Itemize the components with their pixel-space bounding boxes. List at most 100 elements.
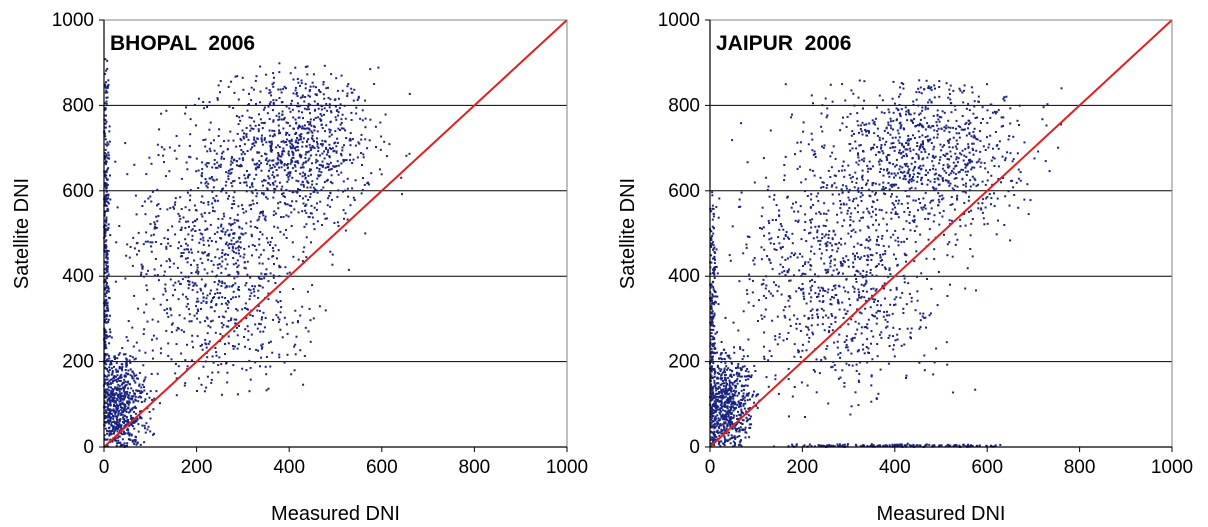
bhopal-point <box>247 330 250 333</box>
bhopal-point <box>104 402 107 405</box>
bhopal-point <box>227 301 230 304</box>
bhopal-point <box>328 143 331 146</box>
bhopal-point <box>272 196 275 199</box>
bhopal-point <box>163 161 165 164</box>
bhopal-point <box>106 59 109 62</box>
jaipur-point <box>763 315 766 318</box>
bhopal-point <box>104 359 107 362</box>
jaipur-point <box>967 127 969 130</box>
bhopal-point <box>202 296 205 299</box>
bhopal-point <box>245 190 248 193</box>
bhopal-point <box>278 181 281 184</box>
bhopal-point <box>105 224 108 227</box>
jaipur-point <box>970 209 973 212</box>
bhopal-point <box>234 296 237 299</box>
jaipur-point <box>851 180 854 183</box>
bhopal-point <box>301 210 304 213</box>
bhopal-point <box>237 264 240 267</box>
bhopal-point <box>122 353 125 356</box>
bhopal-point <box>305 236 308 239</box>
bhopal-point <box>216 97 219 100</box>
bhopal-point <box>178 215 181 217</box>
jaipur-point <box>916 145 919 147</box>
bhopal-point <box>202 252 205 255</box>
jaipur-point <box>933 181 936 184</box>
bhopal-point <box>312 73 315 76</box>
bhopal-point <box>255 248 258 251</box>
bhopal-point <box>335 150 338 153</box>
bhopal-point <box>135 213 138 216</box>
jaipur-point <box>833 258 836 261</box>
bhopal-y-tick-label: 800 <box>62 95 94 116</box>
bhopal-point <box>144 427 146 430</box>
bhopal-point <box>170 314 173 317</box>
bhopal-point <box>135 443 138 446</box>
bhopal-point <box>218 164 220 167</box>
bhopal-point <box>322 81 325 83</box>
jaipur-point <box>859 124 862 127</box>
jaipur-point <box>869 238 872 241</box>
bhopal-point <box>279 132 282 135</box>
bhopal-point <box>370 172 373 175</box>
bhopal-point <box>167 315 170 318</box>
jaipur-point <box>1009 107 1012 110</box>
bhopal-point <box>248 348 251 350</box>
bhopal-point <box>272 159 275 162</box>
bhopal-point <box>194 124 197 127</box>
bhopal-point <box>208 244 210 247</box>
bhopal-point <box>129 246 132 248</box>
bhopal-point <box>375 146 377 148</box>
bhopal-point <box>256 166 259 169</box>
jaipur-point <box>1007 190 1010 193</box>
jaipur-point <box>850 230 853 232</box>
bhopal-point <box>195 305 198 308</box>
jaipur-point <box>882 152 885 155</box>
jaipur-point <box>825 348 828 350</box>
jaipur-point <box>845 125 848 128</box>
bhopal-point <box>144 351 147 354</box>
jaipur-point <box>817 292 820 295</box>
jaipur-point <box>982 145 985 148</box>
jaipur-point <box>955 132 958 135</box>
jaipur-point <box>960 128 963 131</box>
jaipur-point <box>904 178 907 181</box>
bhopal-point <box>294 169 297 172</box>
jaipur-point <box>721 394 724 397</box>
jaipur-point <box>854 258 856 261</box>
jaipur-point <box>724 373 727 376</box>
jaipur-point <box>997 165 1000 168</box>
bhopal-point <box>191 234 194 237</box>
jaipur-point <box>866 225 869 228</box>
jaipur-point <box>755 393 758 396</box>
bhopal-point <box>136 241 139 244</box>
jaipur-point <box>926 122 929 125</box>
bhopal-point <box>283 361 286 364</box>
bhopal-point <box>160 264 163 267</box>
bhopal-point <box>273 225 276 228</box>
jaipur-point <box>916 141 919 144</box>
bhopal-point <box>272 81 275 84</box>
jaipur-point <box>937 198 940 201</box>
jaipur-point <box>952 136 955 139</box>
jaipur-point <box>924 136 927 138</box>
jaipur-point <box>867 255 870 258</box>
bhopal-point <box>228 247 231 249</box>
jaipur-point <box>724 395 727 398</box>
jaipur-point <box>967 143 970 146</box>
bhopal-point <box>277 144 280 147</box>
bhopal-point <box>213 232 216 235</box>
jaipur-point <box>722 388 725 391</box>
bhopal-point <box>199 321 202 324</box>
bhopal-point <box>124 386 127 388</box>
jaipur-point <box>726 383 728 385</box>
jaipur-point <box>744 370 747 372</box>
jaipur-point <box>972 153 975 156</box>
jaipur-point <box>869 253 872 256</box>
jaipur-point <box>718 434 721 437</box>
jaipur-point <box>823 212 825 215</box>
jaipur-point <box>862 160 865 163</box>
jaipur-point <box>825 271 828 274</box>
bhopal-point <box>138 372 141 374</box>
bhopal-point <box>117 427 120 430</box>
jaipur-point <box>810 132 813 135</box>
